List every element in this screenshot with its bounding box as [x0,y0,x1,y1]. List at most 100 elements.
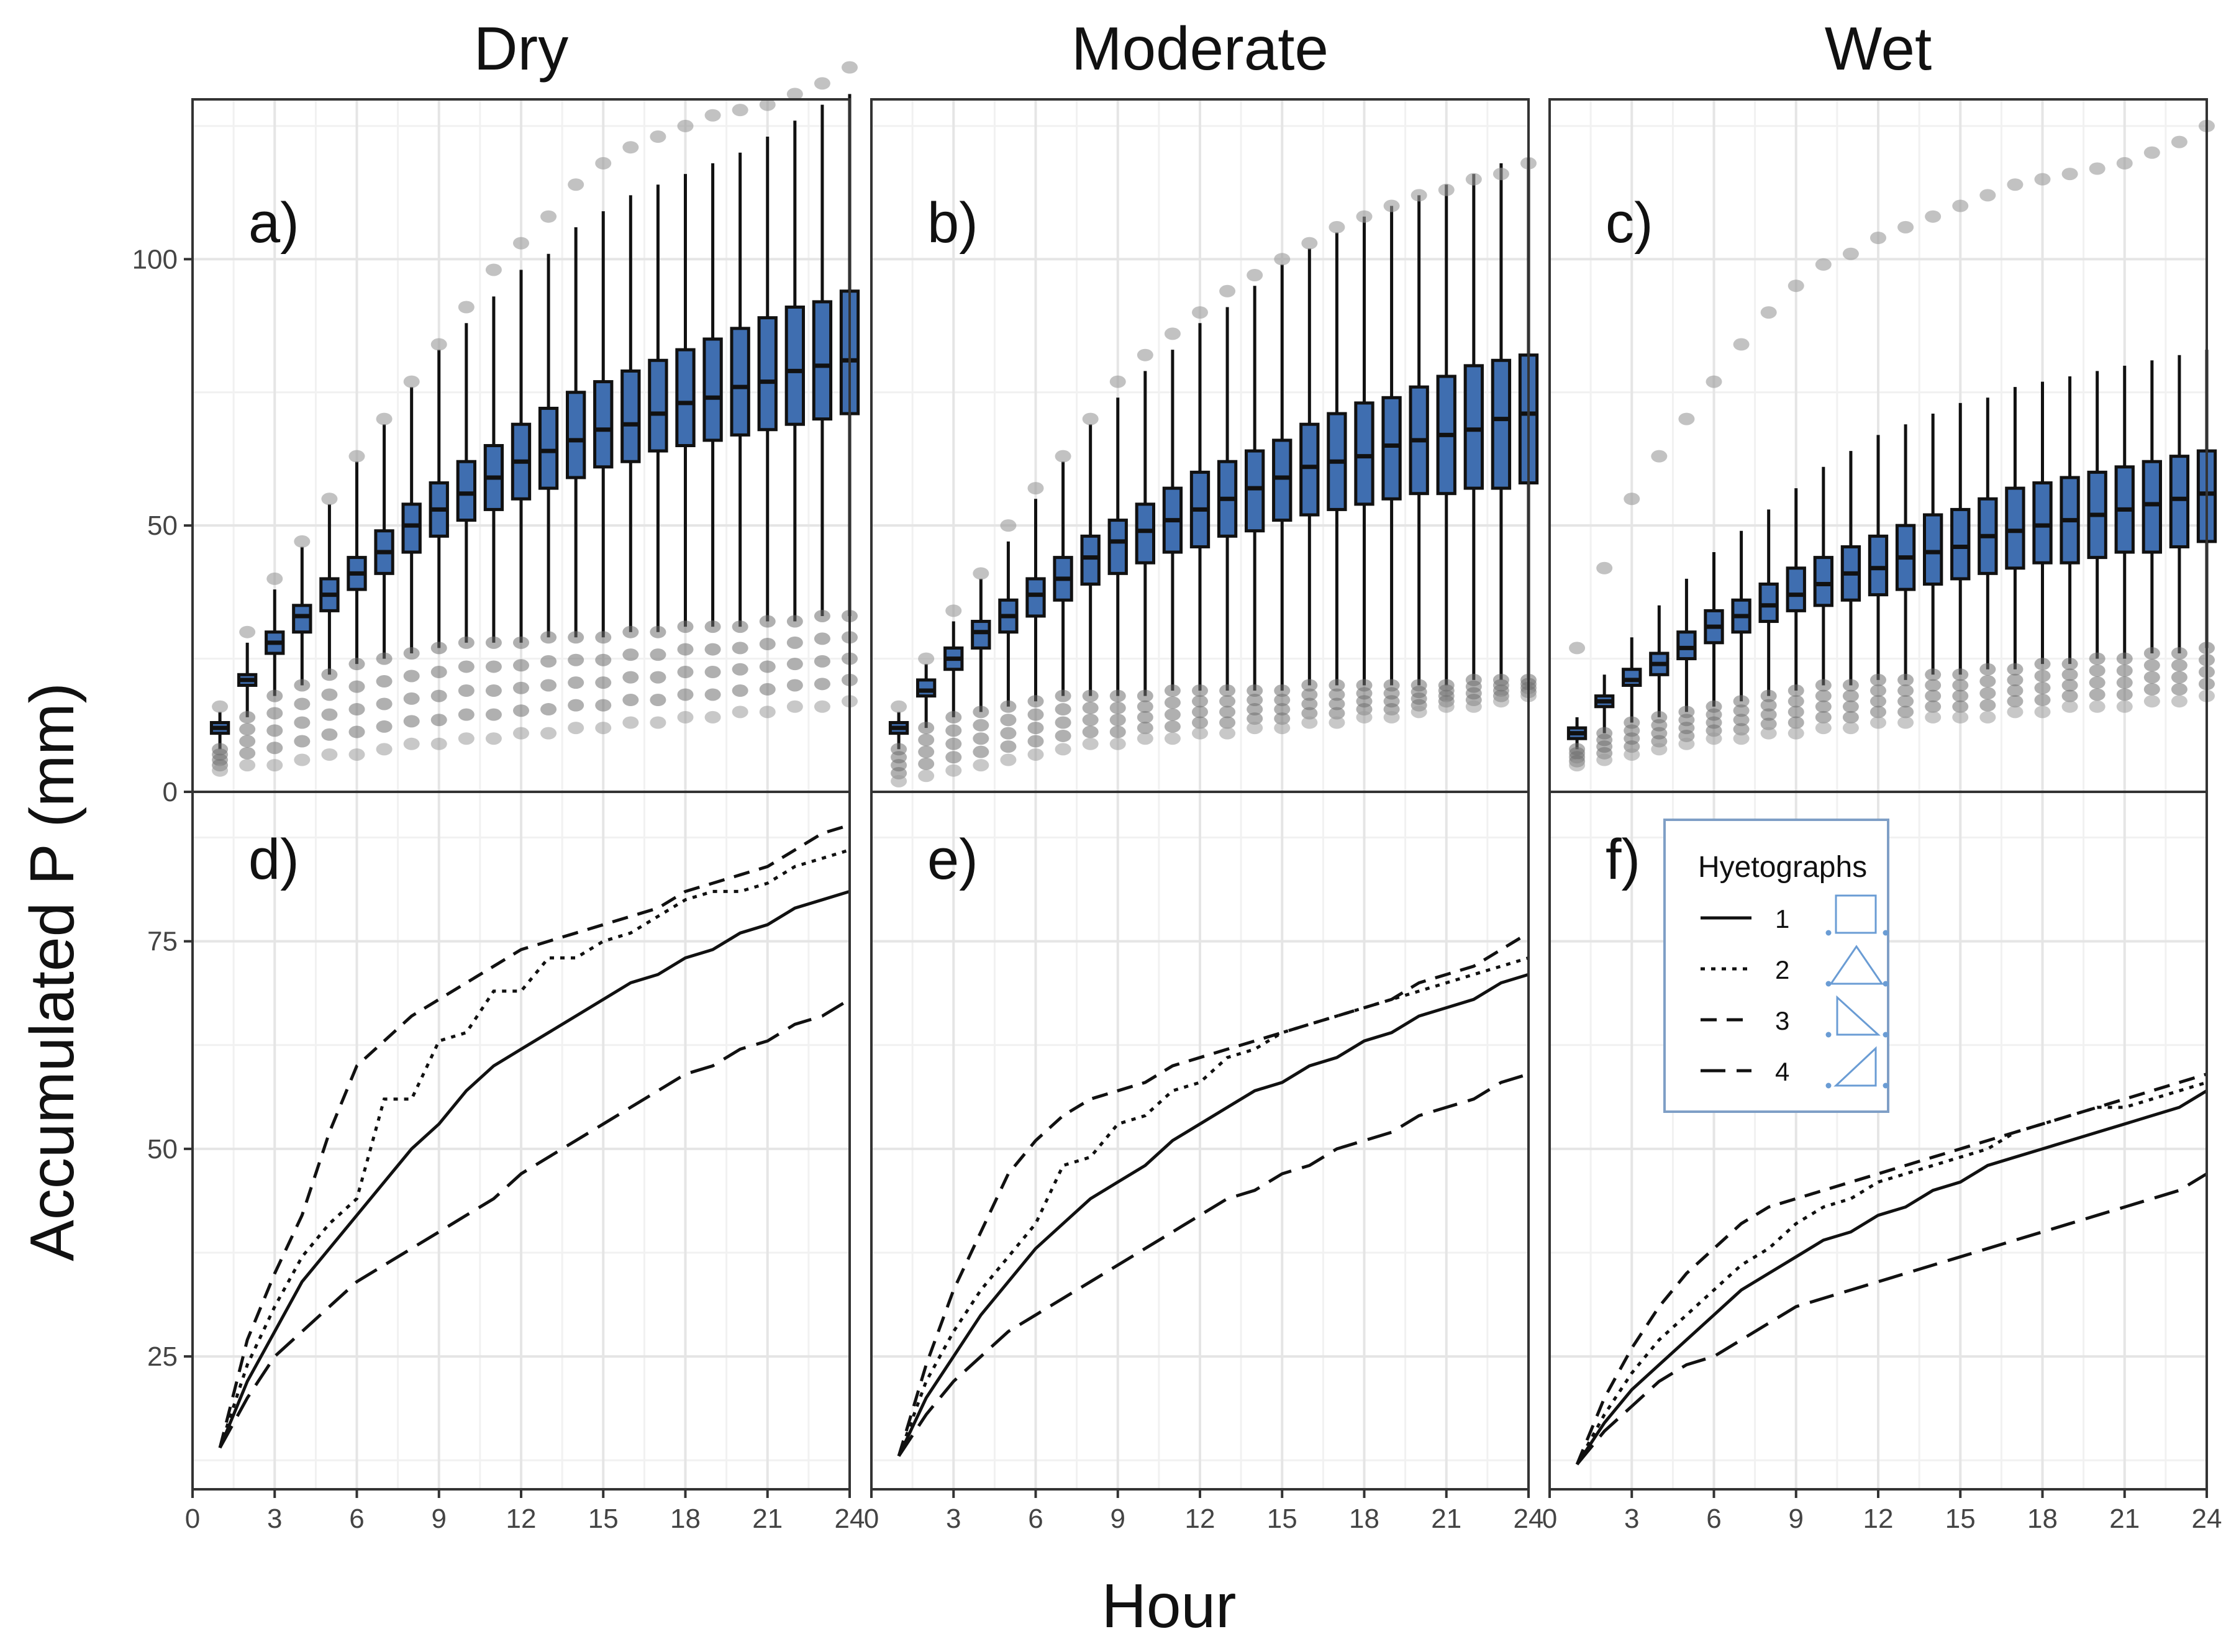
legend-label: 2 [1775,955,1789,984]
outlier-point-high [1274,253,1291,266]
outlier-point-low [1000,753,1017,766]
outlier-point-high [1465,173,1482,186]
outlier-point-high [650,130,666,143]
outlier-point-low [786,658,803,671]
outlier-point-low [918,745,935,758]
hyetograph-legend: Hyetographs 1 2 3 4 [1663,819,1889,1113]
series-line-3 [218,824,850,1448]
x-tick-label: 15 [588,1504,619,1534]
legend-item-4: 4 [1701,1046,1889,1089]
outlier-point-low [376,675,393,688]
outlier-point-low [1788,716,1804,729]
outlier-point-high [1788,279,1804,293]
outlier-point-low [2034,669,2051,683]
outlier-point-low [1897,684,1914,697]
outlier-point-low [814,609,830,622]
outlier-point-low [348,725,365,738]
outlier-point-low [376,697,393,710]
outlier-point-low [759,637,776,650]
box-iqr [2142,460,2162,554]
outlier-point-low [1027,722,1044,735]
box-iqr [566,391,586,479]
outlier-point-low [1815,710,1832,724]
outlier-point-low [704,710,721,724]
box-iqr [1491,358,1512,490]
triangle-hyetograph-icon [1825,945,1889,987]
box-iqr [730,327,750,437]
outlier-point-low [595,722,612,735]
outlier-point-high [2061,168,2078,181]
outlier-point-low [321,728,338,741]
outlier-point-low [704,620,721,633]
outlier-point-low [945,710,962,724]
outlier-point-low [1164,684,1181,697]
outlier-point-low [540,655,557,668]
outlier-point-low [595,676,612,689]
outlier-point-low [1219,695,1236,708]
outlier-point-high [1870,232,1886,244]
outlier-point-low [2007,695,2024,708]
outlier-point-low [595,699,612,712]
outlier-point-high [1596,561,1613,574]
outlier-point-high [1192,306,1208,319]
outlier-point-low [1925,668,1942,681]
panel-label: a) [248,191,299,255]
outlier-point-low [1733,714,1750,727]
outlier-point-high [430,338,447,351]
box-iqr [1381,396,1402,501]
box-iqr [1950,507,1971,581]
outlier-point-high [1842,247,1859,260]
outlier-point-low [1870,673,1886,686]
outlier-point-low [2116,676,2133,689]
series-line-3 [1575,1073,2207,1465]
series-line-2 [1575,1081,2207,1466]
outlier-point-low [1678,737,1695,750]
outlier-point-low [595,631,612,644]
outlier-point-high [1000,519,1017,532]
panel-label: d) [248,828,299,891]
outlier-point-low [321,708,338,721]
outlier-point-low [1274,712,1291,725]
outlier-point-low [650,648,666,661]
outlier-point-low [1438,700,1455,713]
icon-shape [1836,995,1881,1036]
outlier-point-high [1438,183,1455,196]
box-iqr [2032,481,2053,565]
series-line-4 [218,998,851,1449]
icon-dot [1825,981,1832,987]
outlier-point-low [1383,710,1400,724]
box-iqr [538,406,559,490]
outlier-point-low [786,700,803,713]
outlier-point-low [1733,732,1750,745]
outlier-point-low [513,681,529,694]
outlier-point-low [2171,671,2187,684]
legend-label: 4 [1775,1057,1789,1086]
series-line-4 [1576,1172,2208,1466]
outlier-point-low [1082,714,1099,727]
outlier-point-low [1897,695,1914,708]
x-tick-label: 6 [1706,1504,1721,1534]
box-iqr [1107,519,1128,575]
outlier-point-low [294,679,311,692]
outlier-point-low [2034,681,2051,694]
x-tick-label: 24 [835,1504,865,1534]
outlier-point-high [1733,338,1750,351]
outlier-point-low [1925,700,1942,713]
outlier-point-low [2143,659,2160,672]
outlier-point-low [568,699,584,712]
outlier-point-low [732,684,748,697]
outlier-point-low [1870,684,1886,697]
outlier-point-low [1952,689,1969,702]
outlier-point-low [1706,732,1722,745]
outlier-point-low [1109,725,1126,738]
outlier-point-low [2171,683,2187,696]
outlier-point-low [2143,671,2160,684]
x-tick-label: 9 [432,1504,447,1534]
icon-dot [1825,1032,1832,1038]
outlier-point-low [1055,689,1071,702]
outlier-point-high [458,301,475,314]
outlier-point-low [1329,716,1345,729]
outlier-point-low [376,720,393,733]
outlier-point-high [266,572,283,585]
series-line-2 [897,956,1529,1457]
